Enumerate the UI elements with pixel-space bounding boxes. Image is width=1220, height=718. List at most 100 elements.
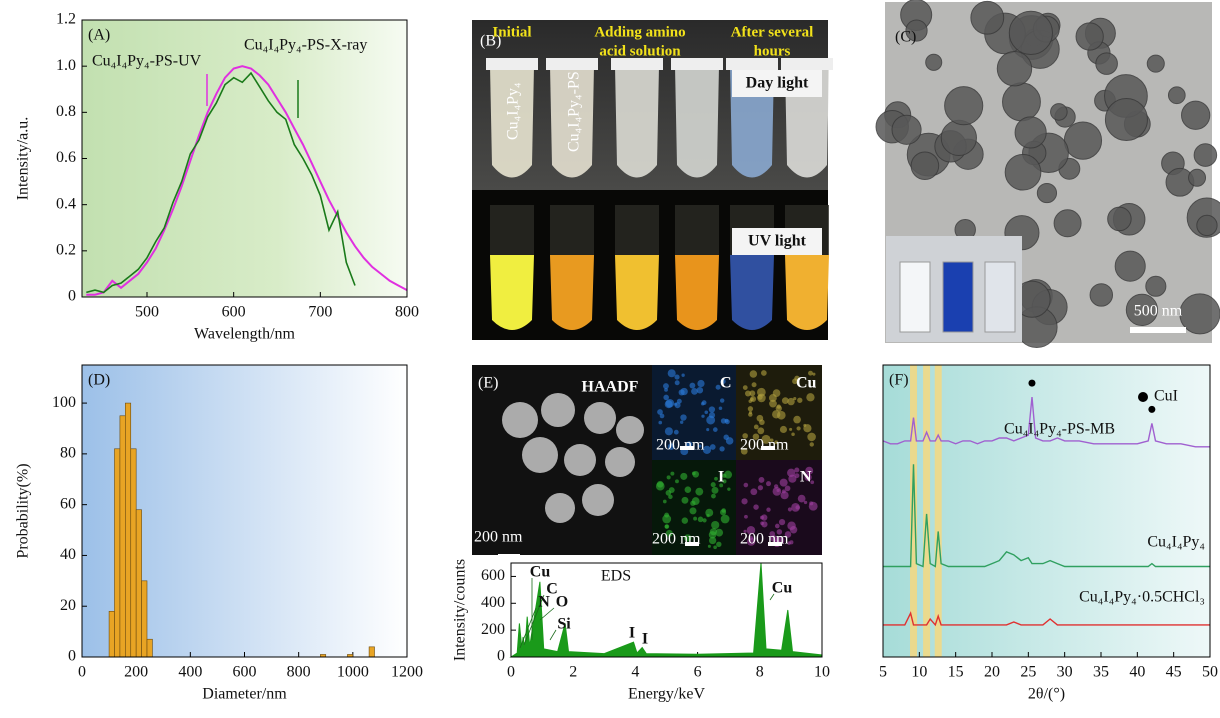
map-dot bbox=[727, 488, 730, 491]
y-tick-label: 0.4 bbox=[56, 195, 76, 212]
map-dot bbox=[664, 388, 668, 392]
map-dot bbox=[779, 519, 785, 525]
map-dot bbox=[698, 517, 704, 523]
particle bbox=[1090, 284, 1112, 306]
map-dot bbox=[806, 393, 814, 401]
particle bbox=[541, 393, 575, 427]
map-dot bbox=[743, 385, 748, 390]
x-axis-label: 2θ/(°) bbox=[1028, 686, 1065, 703]
photo-header: hours bbox=[754, 43, 791, 59]
y-tick-label: 400 bbox=[481, 594, 505, 611]
panel-label: (F) bbox=[889, 372, 909, 389]
map-dot bbox=[692, 497, 700, 505]
photo-header: After several bbox=[731, 24, 814, 40]
tube-label: Cu₄I₄Py₄ bbox=[505, 82, 522, 140]
map-dot bbox=[692, 471, 696, 475]
map-dot bbox=[810, 442, 814, 446]
map-dot bbox=[774, 484, 778, 488]
map-dot bbox=[681, 497, 688, 504]
x-tick-label: 200 bbox=[124, 664, 148, 681]
particle bbox=[1015, 117, 1046, 148]
x-tick-label: 6 bbox=[694, 664, 702, 681]
map-dot bbox=[663, 500, 667, 504]
map-dot bbox=[656, 482, 665, 491]
y-tick-label: 0 bbox=[68, 648, 76, 665]
photo-header: acid solution bbox=[599, 43, 681, 59]
map-dot bbox=[675, 375, 680, 380]
map-title: I bbox=[718, 469, 724, 486]
map-dot bbox=[741, 498, 747, 504]
x-axis-label: Energy/keV bbox=[628, 686, 705, 703]
particle bbox=[1064, 122, 1101, 159]
map-dot bbox=[797, 398, 802, 403]
map-dot bbox=[667, 475, 671, 479]
inset-vial bbox=[900, 262, 930, 332]
map-dot bbox=[782, 397, 789, 404]
tube-glow bbox=[550, 255, 594, 330]
map-dot bbox=[663, 395, 669, 401]
legend-marker bbox=[1138, 392, 1148, 402]
map-dot bbox=[794, 473, 799, 478]
histogram-bar bbox=[131, 449, 136, 657]
map-dot bbox=[666, 399, 675, 408]
particle bbox=[971, 1, 1004, 34]
panel-label: (E) bbox=[478, 375, 498, 392]
tube-top bbox=[675, 205, 719, 255]
x-axis-label: Wavelength/nm bbox=[194, 326, 295, 343]
tube-glow bbox=[730, 255, 774, 330]
particle bbox=[616, 416, 644, 444]
scale-bar-label: 200 nm bbox=[740, 531, 789, 548]
particle bbox=[1051, 104, 1068, 121]
histogram-bar bbox=[136, 510, 141, 657]
particle bbox=[1096, 53, 1118, 75]
particle bbox=[997, 51, 1031, 85]
map-dot bbox=[780, 479, 788, 487]
map-dot bbox=[720, 509, 726, 515]
map-dot bbox=[719, 446, 724, 451]
histogram-bar bbox=[109, 611, 114, 657]
map-dot bbox=[793, 416, 801, 424]
map-dot bbox=[709, 537, 716, 544]
map-dot bbox=[681, 374, 684, 377]
map-dot bbox=[670, 472, 674, 476]
x-tick-label: 400 bbox=[178, 664, 202, 681]
histogram-bar bbox=[120, 416, 125, 657]
particle bbox=[1003, 83, 1041, 121]
photo-header: Initial bbox=[492, 24, 531, 40]
map-dot bbox=[766, 481, 771, 486]
panel-label: (D) bbox=[88, 372, 110, 389]
map-dot bbox=[809, 502, 818, 511]
peak-label: N bbox=[538, 594, 550, 611]
map-dot bbox=[680, 473, 687, 480]
map-dot bbox=[757, 427, 764, 434]
map-dot bbox=[709, 412, 715, 418]
x-tick-label: 700 bbox=[308, 304, 332, 321]
histogram-bar bbox=[142, 581, 147, 657]
x-tick-label: 25 bbox=[1020, 664, 1036, 681]
map-dot bbox=[708, 545, 711, 548]
tube-cap bbox=[781, 58, 833, 70]
photo-e bbox=[472, 365, 822, 558]
figure: (B) Initial Adding amino acid solution A… bbox=[0, 0, 1220, 718]
map-dot bbox=[710, 528, 717, 535]
map-dot bbox=[753, 504, 758, 509]
map-dot bbox=[750, 370, 757, 377]
map-dot bbox=[749, 411, 752, 414]
tube-glow bbox=[785, 255, 829, 330]
map-dot bbox=[689, 507, 696, 514]
map-dot bbox=[697, 380, 704, 387]
y-tick-label: 0.2 bbox=[56, 242, 76, 259]
x-tick-label: 600 bbox=[233, 664, 257, 681]
particle bbox=[1182, 101, 1210, 129]
map-dot bbox=[675, 380, 680, 385]
map-title: Cu bbox=[796, 375, 817, 392]
peak-label: O bbox=[556, 594, 568, 611]
x-tick-label: 600 bbox=[222, 304, 246, 321]
map-dot bbox=[658, 421, 662, 425]
particle bbox=[1147, 55, 1164, 72]
x-tick-label: 800 bbox=[287, 664, 311, 681]
particle bbox=[1146, 276, 1166, 296]
map-title: N bbox=[800, 469, 812, 486]
particle bbox=[1168, 87, 1185, 104]
x-tick-label: 10 bbox=[814, 664, 830, 681]
